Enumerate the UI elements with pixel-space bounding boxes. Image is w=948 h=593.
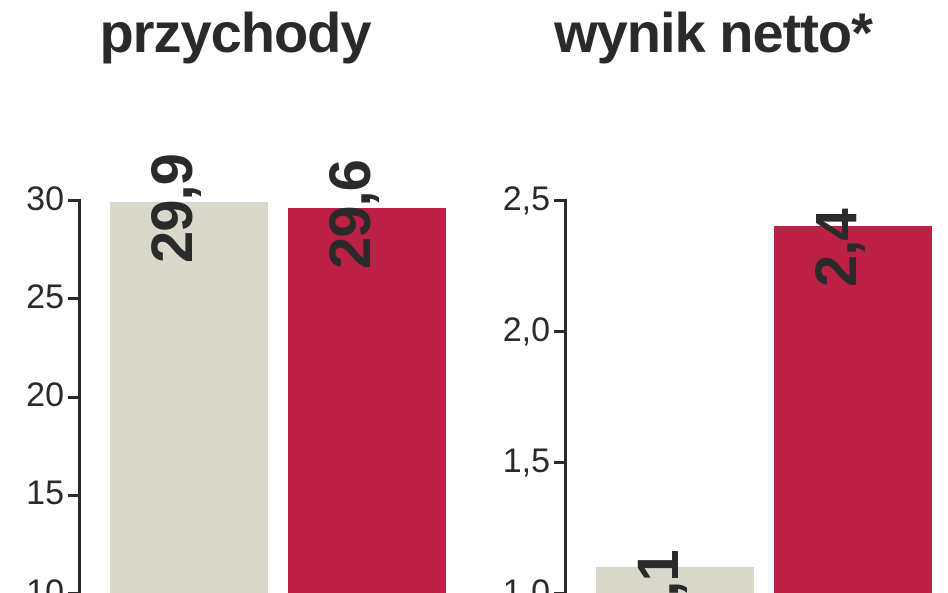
y-tick-label: 30 [2,180,64,219]
y-tick-label: 1,5 [480,442,550,481]
right-chart-panel: wynik netto* 1,0 1,5 2,0 2,5 1,1 2,4 [478,0,948,593]
y-tick-mark [554,461,567,464]
bar-value-label: 2,4 [803,210,870,288]
bar-value-label: 29,6 [317,160,384,269]
y-tick-label: 2,0 [480,311,550,350]
y-tick-label: 2,5 [480,180,550,219]
y-tick-label: 20 [2,376,64,415]
y-tick-mark [554,330,567,333]
y-tick-label: 15 [2,474,64,513]
y-tick-mark [68,199,81,202]
y-tick-mark [68,494,81,497]
left-chart-plot: 101520253029,929,6 [0,200,470,593]
bar-value-label: 1,1 [625,550,692,593]
y-tick-mark [554,199,567,202]
right-chart-title: wynik netto* [478,0,948,65]
left-chart-panel: przychody 10 15 20 25 30 29,9 29,6 [0,0,470,593]
left-chart-title: przychody [0,0,470,65]
y-tick-mark [68,297,81,300]
y-axis-line [564,200,567,593]
y-tick-label: 1,0 [480,573,550,593]
right-chart-plot: 1,01,52,02,51,12,4 [478,200,948,593]
y-tick-mark [68,396,81,399]
y-tick-label: 25 [2,278,64,317]
bar-value-label: 29,9 [139,154,206,263]
charts-stage: przychody 10 15 20 25 30 29,9 29,6 wynik netto… [0,0,948,593]
y-tick-label: 10 [2,573,64,593]
